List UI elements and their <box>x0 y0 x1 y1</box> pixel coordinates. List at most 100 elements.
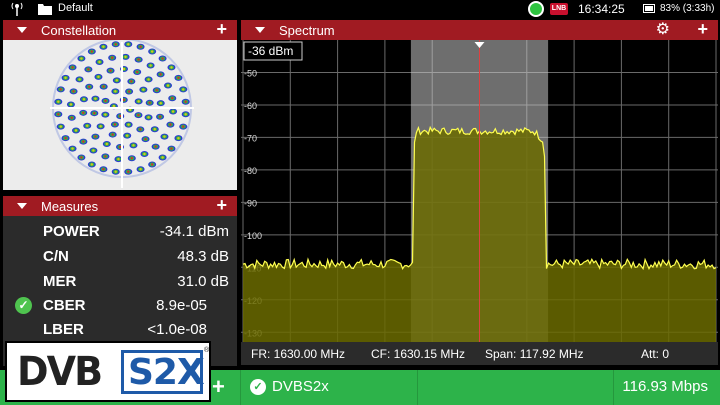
constellation-point-center <box>99 125 102 128</box>
constellation-point-center <box>105 142 108 146</box>
constellation-point-center <box>159 73 162 76</box>
bottom-status-bar: + ✓ DVBS2x 116.93 Mbps <box>0 370 720 405</box>
constellation-point-center <box>86 124 89 127</box>
add-icon[interactable]: + <box>212 374 225 399</box>
constellation-point-center <box>143 152 146 156</box>
constellation-point-center <box>78 78 81 81</box>
constellation-point-center <box>104 99 107 103</box>
constellation-point-center <box>170 147 173 150</box>
constellation-point-center <box>102 168 105 171</box>
constellation-point-center <box>90 163 94 166</box>
spectrum-plot[interactable]: -50-60-70-80-90-100-110-120-130-36 dBm <box>241 40 718 342</box>
collapse-icon[interactable] <box>17 27 27 33</box>
center-marker-icon <box>474 42 485 48</box>
measure-value: 31.0 dB <box>177 273 229 290</box>
constellation-point-center <box>148 101 151 105</box>
constellation-point-center <box>110 56 114 59</box>
constellation-point-center <box>71 147 74 150</box>
measure-row-cber: ✓ CBER 8.9e-05 <box>3 294 237 318</box>
measure-name: MER <box>43 273 77 290</box>
constellation-point-center <box>117 157 120 161</box>
measures-title: Measures <box>41 199 99 214</box>
measure-row-mer: MER 31.0 dB <box>3 270 237 294</box>
constellation-point-center <box>159 101 162 105</box>
measure-value: -34.1 dBm <box>159 223 229 240</box>
constellation-point-center <box>109 69 112 72</box>
constellation-point-center <box>132 144 135 147</box>
constellation-point-center <box>139 168 142 171</box>
spectrum-panel: Spectrum ⚙ + -50-60-70-80-90-100-110-120… <box>241 19 718 365</box>
constellation-point-center <box>130 157 134 160</box>
constellation-svg <box>50 38 194 188</box>
constellation-point-center <box>72 90 75 93</box>
constellation-point-center <box>154 145 157 148</box>
spectrum-ytick-label: -90 <box>244 198 257 208</box>
constellation-point-center <box>57 113 60 116</box>
constellation-point-center <box>147 116 150 119</box>
modulation-label[interactable]: DVBS2x <box>272 378 329 395</box>
registered-mark: ® <box>204 347 210 354</box>
battery-icon <box>643 4 655 13</box>
constellation-point-center <box>104 113 107 116</box>
measure-name: CBER <box>43 297 86 314</box>
constellation-point-center <box>161 156 164 159</box>
constellation-point-center <box>124 55 127 59</box>
constellation-point-center <box>161 57 164 60</box>
constellation-point-center <box>69 103 73 106</box>
constellation-point-center <box>102 45 105 48</box>
constellation-point-center <box>150 50 154 53</box>
constellation-point-center <box>171 110 175 113</box>
constellation-point-center <box>97 75 100 79</box>
folder-icon[interactable] <box>38 3 52 15</box>
constellation-point-center <box>122 67 126 71</box>
constellation-point-center <box>170 66 173 69</box>
ref-level-label: -36 dBm <box>248 44 293 58</box>
constellation-point-center <box>153 128 156 131</box>
constellation-point-center <box>82 111 85 115</box>
measures-panel: Measures + POWER -34.1 dBm C/N 48.3 dB M… <box>3 195 237 366</box>
constellation-plot <box>3 38 237 190</box>
constellation-point-center <box>94 135 97 138</box>
gear-icon[interactable]: ⚙ <box>655 21 670 38</box>
add-icon[interactable]: + <box>216 19 227 39</box>
constellation-point-center <box>80 156 83 159</box>
spectrum-ytick-label: -80 <box>244 166 257 176</box>
measure-name: LBER <box>43 321 84 338</box>
constellation-point-center <box>82 98 86 101</box>
folder-label[interactable]: Default <box>58 2 93 14</box>
constellation-point-center <box>82 140 85 143</box>
add-icon[interactable]: + <box>697 19 708 39</box>
measure-row-power: POWER -34.1 dBm <box>3 220 237 244</box>
constellation-point-center <box>118 145 122 149</box>
constellation-point-center <box>74 129 78 132</box>
add-icon[interactable]: + <box>216 195 227 215</box>
lnb-badge: LNB <box>550 3 568 15</box>
cf-readout: CF: 1630.15 MHz <box>371 347 466 361</box>
spectrum-ytick-label: -100 <box>244 231 262 241</box>
divider <box>613 370 614 405</box>
collapse-icon[interactable] <box>255 27 265 33</box>
constellation-point-center <box>127 123 130 126</box>
att-readout: Att: 0 <box>641 347 670 361</box>
constellation-point-center <box>59 88 62 91</box>
check-icon: ✓ <box>250 379 266 395</box>
constellation-point-center <box>93 111 96 115</box>
constellation-point-center <box>142 88 145 91</box>
collapse-icon[interactable] <box>17 203 27 209</box>
constellation-point-center <box>70 116 73 120</box>
check-icon: ✓ <box>15 297 32 314</box>
antenna-icon <box>11 2 23 16</box>
battery-status: 83% (3:33h) <box>660 3 715 14</box>
constellation-point-center <box>169 123 172 126</box>
spectrum-ytick-label: -60 <box>244 101 257 111</box>
measures-header: Measures + <box>3 195 237 216</box>
constellation-point-center <box>137 58 140 61</box>
constellation-point-center <box>119 114 122 118</box>
constellation-point-center <box>128 108 132 111</box>
spectrum-ytick-label: -70 <box>244 133 257 143</box>
constellation-point-center <box>150 163 154 166</box>
measure-value: <1.0e-08 <box>147 321 207 338</box>
bitrate-label: 116.93 Mbps <box>622 378 708 395</box>
constellation-point-center <box>80 57 83 60</box>
constellation-point-center <box>98 60 101 64</box>
